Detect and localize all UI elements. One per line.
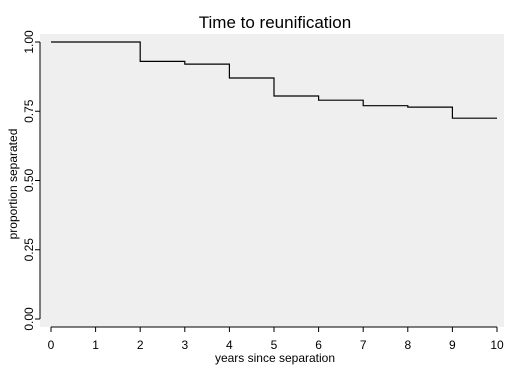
x-tick-label: 3: [181, 338, 188, 352]
y-tick-label: 0.25: [22, 238, 36, 262]
y-tick-label: 0.75: [22, 99, 36, 123]
x-tick-label: 9: [449, 338, 456, 352]
y-axis-label: proportion separated: [6, 129, 20, 240]
series-group: [51, 41, 497, 119]
x-tick-label: 6: [315, 338, 322, 352]
x-tick-label: 4: [226, 338, 233, 352]
y-tick-label: 0.50: [22, 168, 36, 192]
x-tick-label: 2: [137, 338, 144, 352]
x-tick-label: 8: [404, 338, 411, 352]
x-axis-label: years since separation: [215, 351, 335, 365]
chart-title: Time to reunification: [199, 13, 351, 32]
survival-step-line: [51, 41, 497, 119]
x-tick-label: 7: [360, 338, 367, 352]
x-tick-label: 0: [48, 338, 55, 352]
plot-area: [40, 34, 504, 327]
y-tick-label: 1.00: [22, 30, 36, 54]
x-tick-label: 5: [271, 338, 278, 352]
x-tick-label: 10: [490, 338, 504, 352]
x-tick-label: 1: [92, 338, 99, 352]
y-tick-label: 0.00: [22, 307, 36, 331]
axes: 0 1 2 3 4 5 6 7 8 9 10 0.00 0.25 0.50 0.75 1.00: [22, 30, 504, 352]
